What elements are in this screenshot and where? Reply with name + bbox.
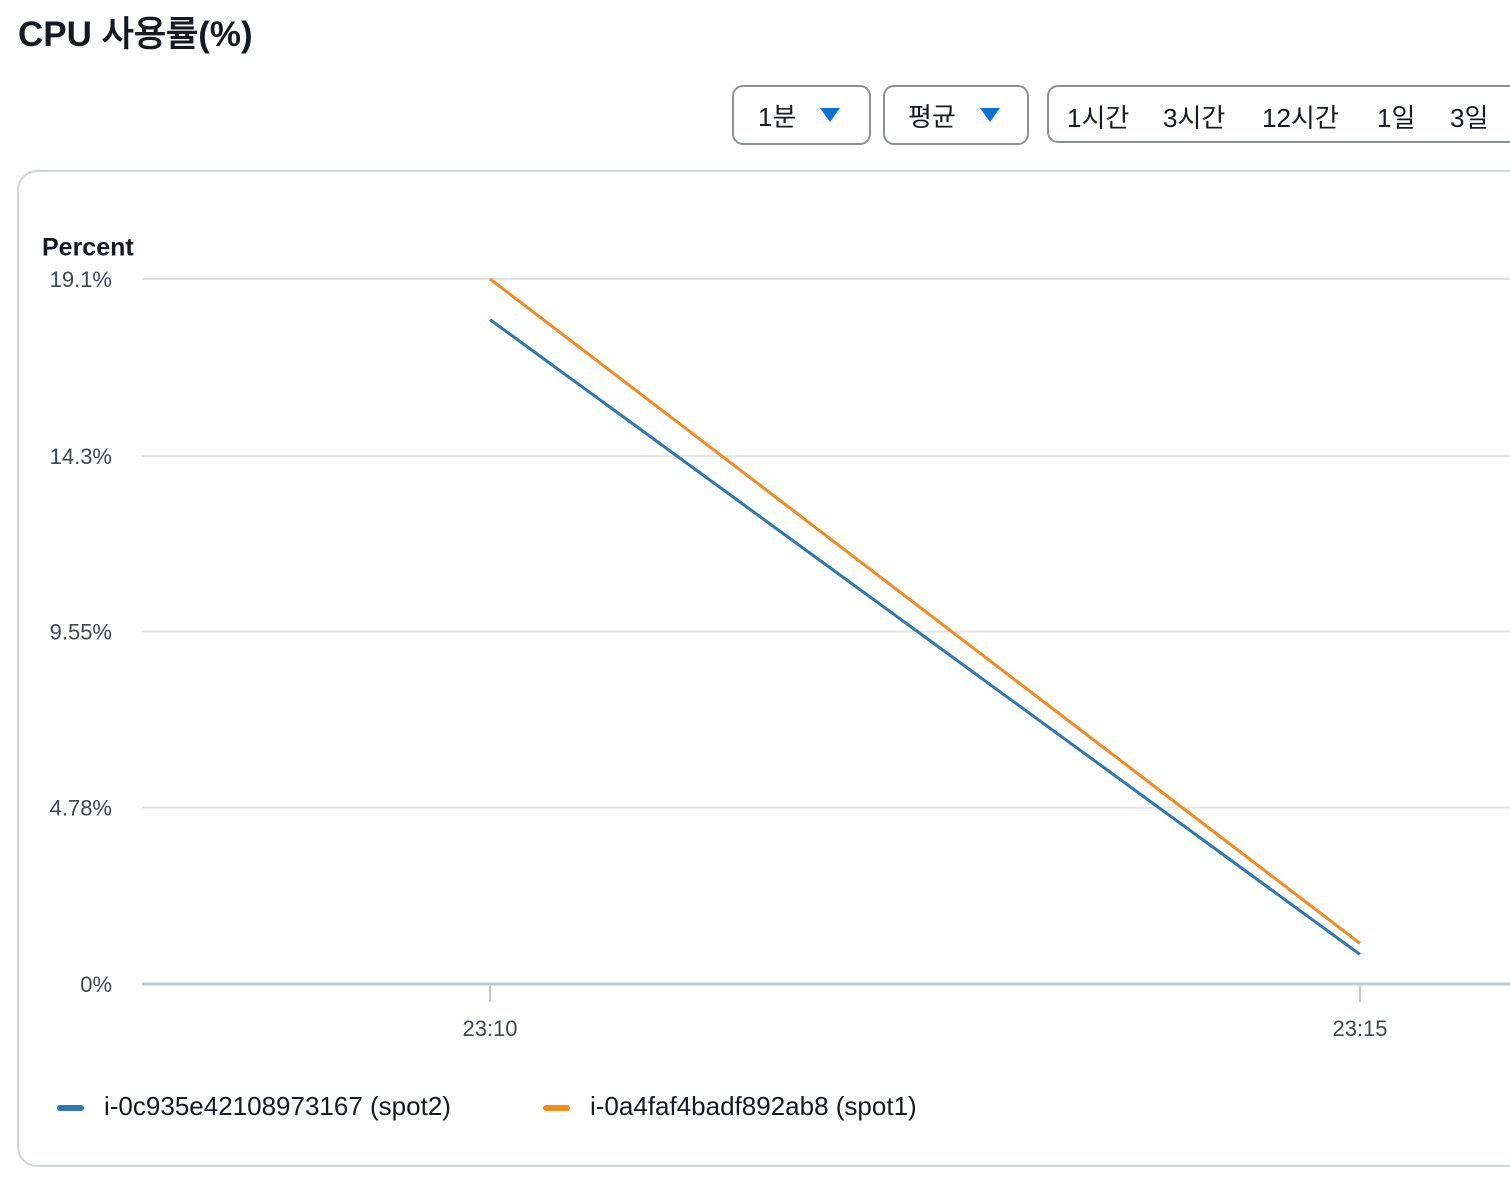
range-button[interactable]: 1시간	[1067, 103, 1130, 133]
period-dropdown[interactable]: 1분	[732, 85, 871, 145]
caret	[820, 108, 841, 122]
caret	[979, 108, 1000, 122]
x-tick-label: 23:15	[1332, 1016, 1387, 1041]
page-title: CPU 사용률(%)	[18, 15, 253, 54]
series-line	[489, 277, 1361, 945]
y-tick-label: 19.1%	[50, 267, 112, 292]
y-tick-label: 4.78%	[50, 795, 112, 820]
series-line	[489, 318, 1361, 956]
y-tick-label: 0%	[80, 972, 112, 997]
legend-label: i-0a4faf4badf892ab8 (spot1)	[590, 1091, 917, 1121]
period-text: 1분	[758, 101, 797, 132]
range-selector: 1시간 3시간 12시간 1일 3일	[1047, 85, 1510, 143]
statistic-dropdown[interactable]: 평균	[883, 85, 1029, 145]
x-tick-label: 23:10	[462, 1016, 517, 1041]
y-tick-label: 9.55%	[50, 619, 112, 644]
range-button[interactable]: 3시간	[1163, 103, 1226, 133]
range-button[interactable]: 12시간	[1262, 103, 1339, 133]
chart-card	[17, 170, 1510, 1167]
range-button[interactable]: 3일	[1450, 103, 1489, 133]
y-tick-label: 14.3%	[50, 444, 112, 469]
y-axis-label: Percent	[42, 234, 134, 262]
statistic-text: 평균	[908, 101, 956, 132]
legend-label: i-0c935e42108973167 (spot2)	[104, 1091, 451, 1121]
range-button[interactable]: 1일	[1377, 103, 1416, 133]
